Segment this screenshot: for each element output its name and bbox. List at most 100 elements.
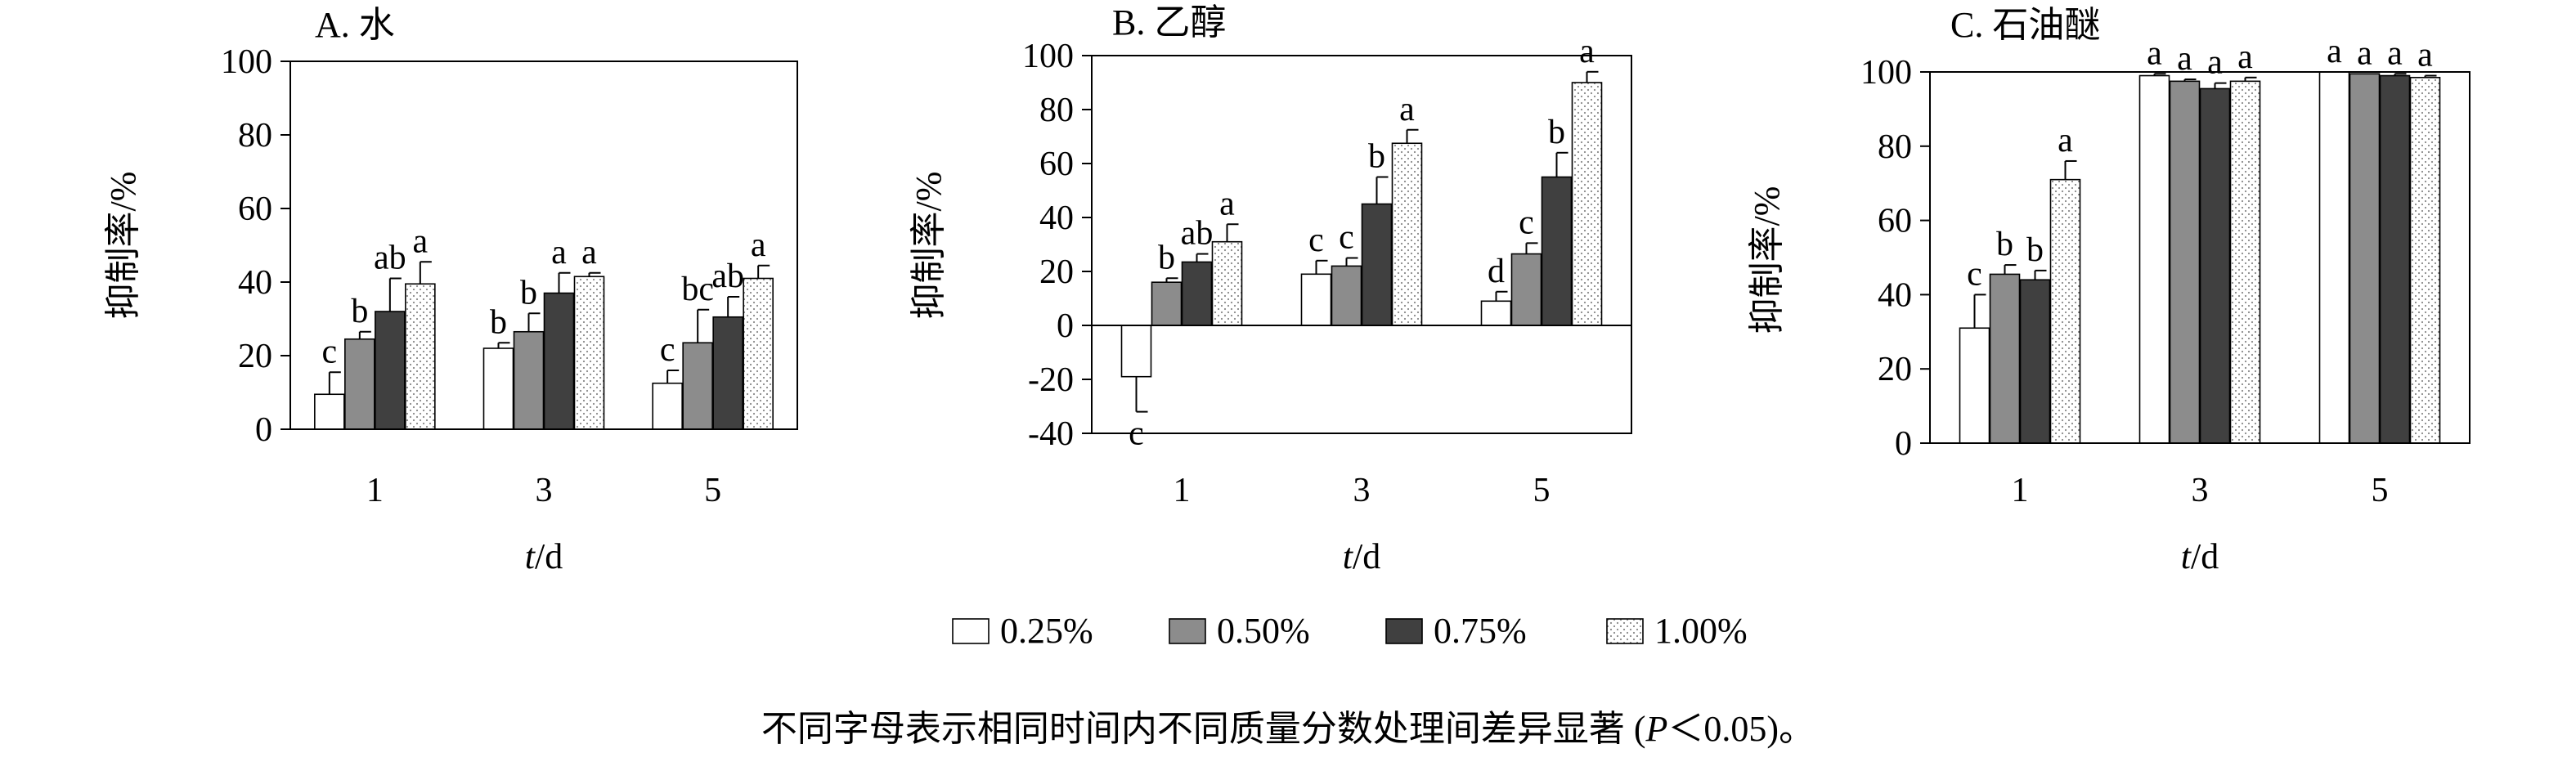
bar — [1989, 273, 2021, 444]
x-axis-label-unit: /d — [2191, 536, 2219, 576]
bar — [344, 338, 375, 430]
bar — [712, 316, 743, 430]
y-axis-label: 抑制率/% — [909, 172, 949, 320]
bar — [2199, 87, 2231, 444]
y-tick-label: 20 — [1039, 253, 1074, 291]
significance-letter: a — [1399, 91, 1415, 128]
x-tick-label: 3 — [1353, 472, 1371, 509]
y-tick-label: 40 — [1878, 276, 1912, 314]
significance-letter: b — [490, 303, 507, 341]
bar — [2049, 178, 2081, 444]
bar — [1181, 261, 1213, 326]
bar — [1571, 82, 1603, 326]
x-tick-label: 5 — [704, 472, 721, 509]
bar — [743, 277, 774, 430]
bar — [1211, 240, 1243, 326]
figure-caption: 不同字母表示相同时间内不同质量分数处理间差异显著 (P＜0.05)。 — [0, 699, 2576, 751]
y-tick-label: 80 — [1039, 92, 1074, 129]
y-tick-label: 20 — [1878, 351, 1912, 388]
panel-title: A. 水 — [315, 5, 395, 45]
significance-letter: a — [1219, 185, 1235, 222]
y-tick-label: 0 — [1895, 425, 1912, 463]
significance-letter: a — [2207, 44, 2223, 82]
caption-text-rest: ＜0.05)。 — [1667, 709, 1815, 749]
x-axis-label-unit: /d — [535, 536, 563, 576]
y-tick-label: 0 — [255, 411, 272, 449]
x-axis-label: t/d — [1343, 536, 1380, 576]
y-tick-label: 60 — [1878, 203, 1912, 240]
bar — [1480, 300, 1512, 326]
significance-letter: a — [2177, 40, 2192, 78]
significance-letter: b — [351, 293, 368, 330]
x-tick-label: 5 — [2372, 472, 2389, 509]
significance-letter: c — [322, 333, 338, 370]
significance-letter: a — [2058, 122, 2073, 159]
y-tick-label: 80 — [1878, 128, 1912, 166]
significance-letter: ab — [374, 240, 406, 277]
legend-swatch — [1606, 618, 1644, 644]
y-axis-label: 抑制率/% — [103, 172, 143, 320]
y-tick-label: 100 — [1860, 54, 1912, 92]
caption-text: 不同字母表示相同时间内不同质量分数处理间差异显著 ( — [761, 709, 1646, 749]
y-tick-label: 40 — [238, 264, 272, 302]
significance-letter: ab — [711, 258, 744, 295]
x-tick-label: 3 — [536, 472, 553, 509]
bar — [1391, 142, 1423, 326]
x-axis-label-var: t — [1343, 536, 1354, 576]
significance-letter: c — [660, 331, 675, 369]
y-tick-label: 20 — [238, 338, 272, 375]
y-tick-label: 60 — [1039, 146, 1074, 183]
plot-frame — [1929, 71, 2471, 444]
significance-letter: a — [2327, 33, 2342, 70]
legend-swatch — [1385, 618, 1423, 644]
bar — [314, 393, 345, 430]
bar — [1151, 281, 1183, 326]
significance-letter: a — [2387, 34, 2403, 72]
significance-letter: a — [551, 234, 567, 271]
significance-letter: a — [2147, 34, 2162, 72]
panel-title: B. 乙醇 — [1112, 2, 1226, 43]
significance-letter: b — [1368, 138, 1385, 176]
significance-letter: a — [413, 222, 429, 260]
bar — [2379, 74, 2411, 444]
significance-letter: a — [1579, 33, 1595, 70]
y-tick-label: 60 — [238, 190, 272, 228]
caption-p-symbol: P — [1645, 709, 1668, 749]
significance-letter: a — [751, 226, 766, 264]
y-tick-label: 0 — [1057, 307, 1074, 345]
bar — [1959, 327, 1990, 444]
bar — [1331, 265, 1362, 326]
significance-letter: c — [1308, 222, 1324, 259]
bar — [482, 347, 514, 430]
legend-label: 0.25% — [1000, 611, 1093, 651]
significance-letter: c — [1519, 204, 1534, 241]
x-tick-label: 3 — [2192, 472, 2209, 509]
legend: 0.25% 0.50% 0.75% 1.00% — [952, 611, 1748, 651]
plot-frame — [1091, 55, 1632, 434]
y-tick-label: 80 — [238, 117, 272, 155]
bar — [1361, 203, 1393, 326]
bar — [1541, 176, 1573, 326]
bar — [1120, 325, 1152, 378]
y-tick-label: 100 — [1022, 38, 1074, 75]
legend-label: 0.50% — [1217, 611, 1310, 651]
x-axis-label-unit: /d — [1353, 536, 1380, 576]
y-tick-label: 100 — [221, 43, 272, 81]
significance-letter: b — [2026, 231, 2044, 269]
significance-letter: b — [1158, 239, 1175, 276]
x-tick-label: 1 — [366, 472, 384, 509]
y-tick-label: -40 — [1028, 415, 1074, 453]
bar — [652, 382, 683, 430]
bar — [2409, 77, 2441, 444]
bar — [2349, 73, 2381, 444]
x-tick-label: 1 — [2012, 472, 2029, 509]
x-tick-label: 1 — [1174, 472, 1191, 509]
bar — [513, 330, 545, 430]
bar — [2318, 71, 2350, 444]
significance-letter: c — [1339, 219, 1354, 257]
